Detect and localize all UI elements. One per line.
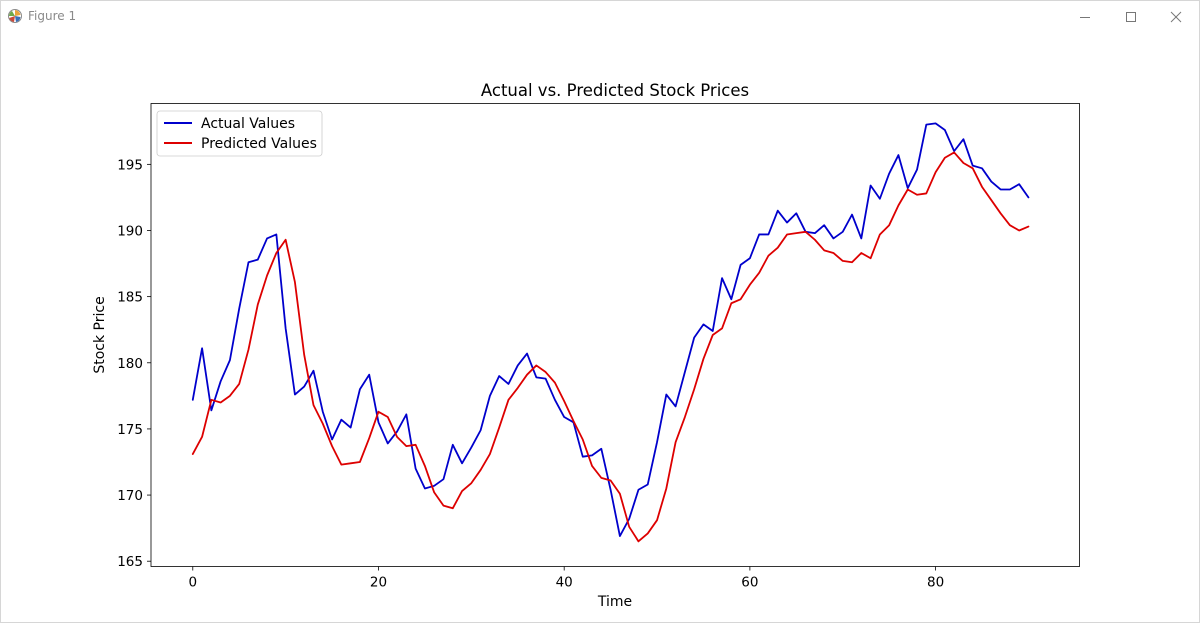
close-button[interactable]	[1153, 1, 1199, 32]
series-line-predicted	[191, 151, 1030, 543]
x-tick-label: 0	[188, 575, 197, 591]
x-tick-label: 40	[556, 575, 573, 591]
y-axis-label: Stock Price	[92, 296, 108, 373]
legend-label-actual: Actual Values	[201, 116, 295, 132]
series-line-actual	[191, 122, 1030, 537]
y-tick-label: 180	[117, 356, 143, 372]
legend-box	[156, 110, 323, 157]
line-chart: Actual vs. Predicted Stock Prices 0 20 40 6…	[92, 81, 1080, 610]
y-tick-label: 190	[117, 223, 143, 239]
figure-canvas: Actual vs. Predicted Stock Prices 0 20 40 6…	[1, 32, 1199, 622]
minimize-icon	[1080, 16, 1090, 18]
y-tick-label: 185	[117, 290, 143, 306]
plot-frame	[150, 103, 1080, 567]
maximize-icon	[1126, 11, 1136, 22]
y-tick-label: 165	[117, 554, 143, 570]
y-tick-label: 175	[117, 422, 143, 438]
legend-label-predicted: Predicted Values	[201, 136, 317, 152]
chart-title: Actual vs. Predicted Stock Prices	[481, 81, 749, 100]
x-tick-label: 80	[927, 575, 944, 591]
maximize-button[interactable]	[1108, 1, 1154, 32]
matplotlib-icon	[7, 8, 23, 24]
y-tick-label: 195	[117, 157, 143, 173]
window-title: Figure 1	[28, 9, 77, 23]
x-tick-label: 20	[370, 575, 387, 591]
x-axis-label: Time	[597, 594, 632, 610]
y-tick-label: 170	[117, 488, 143, 504]
minimize-button[interactable]	[1062, 1, 1108, 32]
x-tick-label: 60	[741, 575, 758, 591]
close-icon	[1170, 11, 1182, 22]
title-bar[interactable]: Figure 1	[1, 1, 1199, 32]
legend: Actual Values Predicted Values	[156, 110, 323, 157]
